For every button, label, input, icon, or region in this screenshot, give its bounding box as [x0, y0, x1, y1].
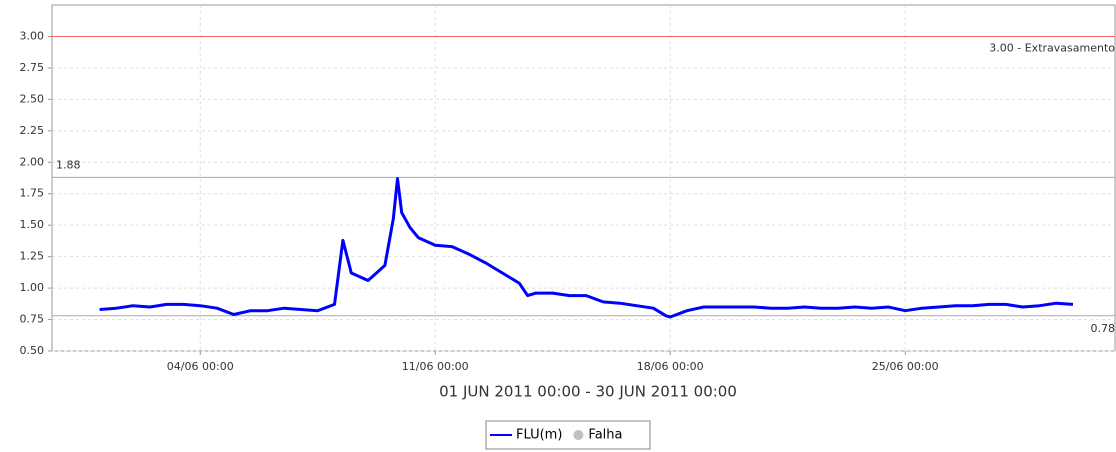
legend-label: FLU(m): [516, 428, 562, 443]
y-tick-label: 1.25: [20, 250, 45, 263]
y-tick-label: 2.75: [20, 61, 45, 74]
x-tick-label: 04/06 00:00: [167, 360, 234, 373]
y-tick-label: 2.50: [20, 92, 45, 105]
y-tick-label: 0.75: [20, 313, 45, 326]
plot-area: [51, 4, 1116, 352]
legend-marker: [573, 430, 584, 440]
y-tick-label: 3.00: [20, 29, 45, 42]
y-tick-label: 2.00: [20, 155, 45, 168]
x-tick-label: 18/06 00:00: [637, 360, 704, 373]
y-tick-label: 1.00: [20, 281, 45, 294]
x-tick-label: 11/06 00:00: [402, 360, 469, 373]
y-tick-label: 1.50: [20, 218, 45, 231]
y-tick-label: 0.50: [20, 344, 45, 357]
reference-label: 3.00 - Extravasamento: [989, 41, 1115, 54]
data-line: [99, 177, 1074, 319]
legend-box: [485, 420, 651, 450]
x-tick-label: 25/06 00:00: [872, 360, 939, 373]
legend-label: Falha: [588, 428, 622, 443]
reference-label: 0.78: [1091, 322, 1116, 335]
y-tick-label: 1.75: [20, 187, 45, 200]
reference-label: 1.88: [56, 158, 81, 171]
x-axis-label: 01 JUN 2011 00:00 - 30 JUN 2011 00:00: [439, 383, 737, 401]
y-tick-label: 2.25: [20, 124, 45, 137]
